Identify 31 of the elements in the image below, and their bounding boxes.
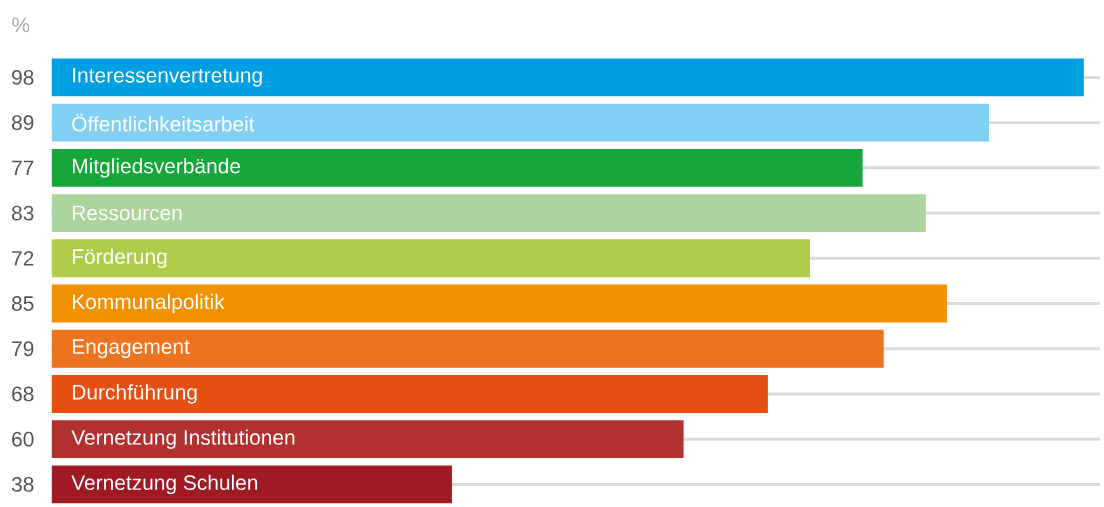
bar [51,103,989,142]
y-tick-label: Vernetzung Institutionen [71,429,295,449]
data-label: 68 [12,386,34,402]
bar [51,239,810,278]
data-label: 72 [12,251,34,266]
data-label: 79 [12,341,34,357]
y-tick-label: Durchführung [72,384,197,404]
bar [51,284,947,323]
bar [51,194,926,232]
data-label: 98 [12,70,34,85]
y-axis-title: % [12,17,30,33]
data-label: 89 [11,115,34,131]
data-label: 83 [11,205,34,221]
y-tick-label: Kommunalpolitik [72,293,225,314]
data-label: 38 [11,477,34,492]
y-tick-label: Förderung [72,248,167,269]
data-label: 85 [11,296,34,311]
bar [51,465,452,504]
bar [51,375,768,413]
y-tick-label: Öffentlichkeitsarbeit [72,113,255,132]
bar [51,329,884,368]
bar [51,148,863,187]
bar [51,58,1084,97]
y-tick-label: Mitgliedsverbände [72,158,241,178]
y-tick-label: Vernetzung Schulen [71,474,258,495]
data-label: 77 [12,160,34,176]
bar [51,420,684,459]
y-tick-label: Ressourcen [72,205,182,221]
y-tick-label: Interessenvertretung [73,68,262,87]
y-tick-label: Engagement [72,339,190,359]
data-label: 60 [12,431,34,447]
